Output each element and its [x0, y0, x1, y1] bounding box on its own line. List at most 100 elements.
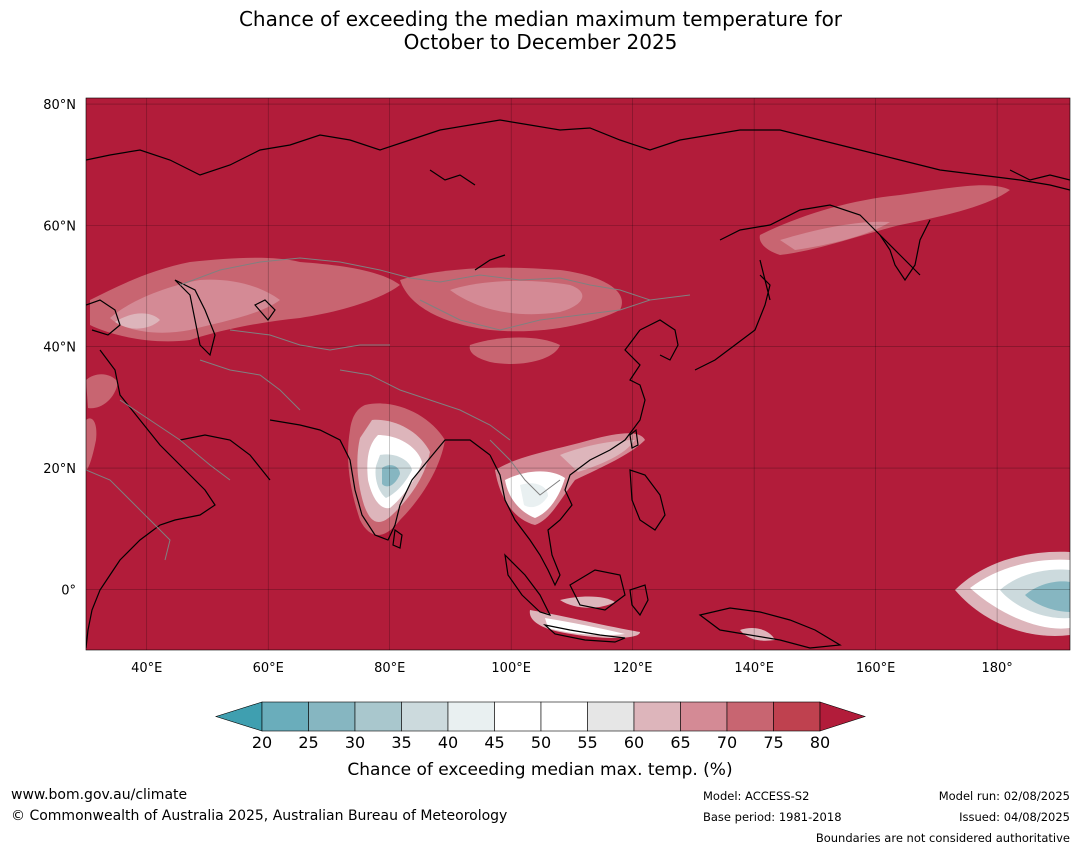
chart-title: Chance of exceeding the median maximum t…	[0, 8, 1081, 54]
colorbar-swatch	[261, 701, 309, 732]
colorbar-label: Chance of exceeding median max. temp. (%…	[347, 760, 732, 780]
border-arabia	[119, 399, 231, 481]
country-borders	[86, 257, 691, 561]
colorbar-tick: 70	[717, 733, 737, 752]
colorbar-tick: 30	[345, 733, 365, 752]
lat-tick-label: 80°N	[43, 98, 76, 113]
coastlines	[86, 119, 1070, 649]
lon-tick-label: 180°	[981, 661, 1012, 676]
field-borneo-60	[560, 596, 615, 608]
map-background	[86, 98, 1070, 650]
colorbar-swatch	[726, 701, 774, 732]
coast-korea	[639, 319, 679, 361]
coast-indochina	[489, 329, 646, 587]
border-africa	[86, 469, 171, 561]
border-indochina	[489, 439, 561, 496]
field-indonesia-50	[545, 618, 625, 636]
longitude-labels: 40°E 60°E 80°E 100°E 120°E 140°E 160°E 180°	[131, 661, 1013, 676]
colorbar-swatch	[540, 701, 588, 732]
border-central-asia	[229, 329, 390, 351]
colorbar-swatch	[308, 701, 356, 732]
border-china-india	[339, 369, 511, 441]
lon-tick-label: 40°E	[131, 661, 162, 676]
border-russia-mongolia	[409, 274, 691, 301]
colorbar-swatch	[587, 701, 635, 732]
lon-tick-label: 120°E	[613, 661, 653, 676]
field-siberia-65	[780, 221, 890, 250]
colorbar-swatch	[401, 701, 449, 732]
coast-okhotsk	[719, 204, 921, 276]
colorbar-tick-labels: 20 25 30 35 40 45 50 55 60 65 70 75 80	[252, 733, 830, 752]
colorbar-tick: 25	[298, 733, 318, 752]
colorbar-swatch	[494, 701, 542, 732]
colorbar-swatch	[773, 701, 821, 732]
title-line-1: Chance of exceeding the median maximum t…	[238, 7, 843, 31]
colorbar	[215, 701, 866, 732]
coast-arabia	[86, 349, 216, 649]
colorbar-tick: 20	[252, 733, 272, 752]
field-china-70	[469, 337, 560, 365]
field-caspian-60	[115, 313, 160, 329]
lon-tick-label: 160°E	[856, 661, 896, 676]
coast-taiwan	[629, 428, 639, 449]
coast-kamchatka	[879, 219, 931, 282]
colorbar-under-arrow	[215, 701, 263, 732]
colorbar-tick: 60	[624, 733, 644, 752]
coast-philippines	[629, 469, 666, 531]
map-frame	[85, 97, 1071, 651]
colorbar-swatch	[447, 701, 495, 732]
coast-sakhalin	[759, 259, 771, 301]
colorbar-tick: 65	[670, 733, 690, 752]
disclaimer-text: Boundaries are not considered authoritat…	[815, 831, 1070, 845]
colorbar-tick: 35	[391, 733, 411, 752]
lat-tick-label: 40°N	[43, 341, 76, 356]
coast-baikal	[474, 254, 506, 271]
title-line-2: October to December 2025	[403, 30, 678, 54]
lon-tick-label: 100°E	[491, 661, 531, 676]
colorbar-tick: 40	[438, 733, 458, 752]
lat-tick-label: 20°N	[43, 462, 76, 477]
gridlines	[86, 98, 1070, 650]
coast-sumatra	[504, 553, 552, 616]
lat-tick-label: 0°	[61, 583, 76, 598]
colorbar-swatch	[680, 701, 728, 732]
coast-srilanka	[392, 528, 403, 549]
model-text: Model: ACCESS-S2	[703, 789, 810, 803]
border-iran-afghanistan	[199, 359, 301, 411]
colorbar-tick: 80	[810, 733, 830, 752]
coast-taymyr	[429, 169, 476, 186]
colorbar-tick: 50	[531, 733, 551, 752]
base-period-text: Base period: 1981-2018	[703, 810, 842, 824]
website-link[interactable]: www.bom.gov.au/climate	[11, 787, 188, 803]
lon-tick-label: 80°E	[374, 661, 405, 676]
coast-persian-gulf	[179, 434, 271, 481]
coast-sulawesi	[629, 584, 649, 617]
colorbar-swatch	[633, 701, 681, 732]
coast-caspian	[174, 279, 216, 357]
field-pacific-25	[1025, 581, 1070, 612]
lat-tick-label: 60°N	[43, 219, 76, 234]
issued-text: Issued: 04/08/2025	[959, 810, 1070, 824]
copyright-text: © Commonwealth of Australia 2025, Austra…	[11, 808, 508, 824]
border-russia-kazakhstan	[179, 257, 411, 286]
field-indochina-40	[520, 483, 548, 508]
probability-fields	[86, 185, 1070, 641]
colorbar-tick: 75	[763, 733, 783, 752]
coast-borneo	[569, 569, 626, 611]
field-indonesia-60	[529, 610, 640, 638]
field-mongolia-65	[450, 280, 583, 315]
coast-new-guinea	[698, 607, 842, 649]
lon-tick-label: 140°E	[734, 661, 774, 676]
border-china-mongolia	[419, 299, 651, 331]
lon-tick-label: 60°E	[253, 661, 284, 676]
field-india-30	[382, 465, 400, 487]
colorbar-swatch	[354, 701, 402, 732]
coast-java	[542, 623, 626, 643]
colorbar-tick: 45	[484, 733, 504, 752]
model-run-text: Model run: 02/08/2025	[938, 789, 1070, 803]
coast-arctic	[86, 119, 1070, 191]
field-red-sea-70	[86, 418, 97, 470]
coast-black-sea	[86, 299, 121, 336]
coast-japan	[694, 274, 771, 371]
